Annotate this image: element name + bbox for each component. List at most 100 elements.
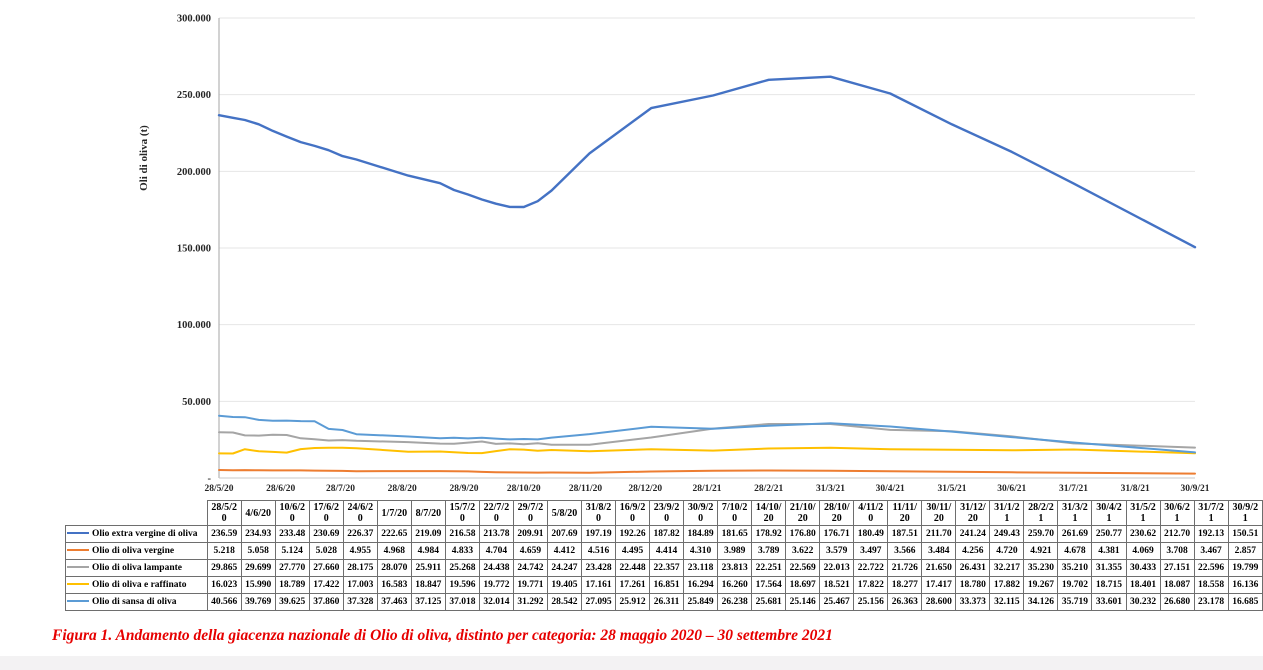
chart-svg: 300.000 250.000 200.000 150.000 100.000 50.00… bbox=[138, 14, 1210, 495]
value-cell: 18.789 bbox=[274, 576, 310, 594]
value-cell: 18.558 bbox=[1193, 576, 1229, 594]
date-header-cell: 7/10/20 bbox=[717, 500, 753, 526]
date-header-cell: 11/11/20 bbox=[887, 500, 923, 526]
value-cell: 37.125 bbox=[410, 593, 446, 611]
value-cell: 18.847 bbox=[410, 576, 446, 594]
value-cell: 207.69 bbox=[546, 525, 583, 543]
series-legend-cell: Olio extra vergine di oliva bbox=[65, 525, 208, 543]
value-cell: 3.467 bbox=[1193, 542, 1229, 560]
value-cell: 5.058 bbox=[240, 542, 276, 560]
value-cell: 27.095 bbox=[580, 593, 617, 611]
value-cell: 236.59 bbox=[206, 525, 242, 543]
table-row: Olio extra vergine di oliva 236.59 234.93 2… bbox=[65, 525, 1263, 543]
y-axis-title: Oli di oliva (t) bbox=[138, 125, 150, 191]
value-cell: 30.232 bbox=[1125, 593, 1161, 611]
value-cell: 29.865 bbox=[206, 559, 242, 577]
series-legend-cell: Olio di oliva lampante bbox=[65, 559, 208, 577]
value-cell: 3.566 bbox=[887, 542, 923, 560]
value-cell: 17.564 bbox=[751, 576, 787, 594]
y-tick-label: 100.000 bbox=[177, 320, 211, 331]
value-cell: 28.542 bbox=[546, 593, 583, 611]
series-line-1 bbox=[217, 75, 1197, 249]
value-cell: 4.414 bbox=[649, 542, 685, 560]
value-cell: 26.431 bbox=[955, 559, 991, 577]
value-cell: 16.583 bbox=[376, 576, 412, 594]
date-header-cell: 4/11/20 bbox=[853, 500, 889, 526]
date-header-cell: 31/12/20 bbox=[955, 500, 991, 526]
value-cell: 16.294 bbox=[683, 576, 719, 594]
value-cell: 192.13 bbox=[1193, 525, 1229, 543]
x-tick-label: 31/7/21 bbox=[1059, 484, 1088, 494]
value-cell: 35.210 bbox=[1057, 559, 1093, 577]
value-cell: 35.719 bbox=[1057, 593, 1093, 611]
value-cell: 219.09 bbox=[410, 525, 446, 543]
series-legend-cell: Olio di oliva vergine bbox=[65, 542, 208, 560]
date-header-cell: 30/11/20 bbox=[921, 500, 957, 526]
value-cell: 4.833 bbox=[444, 542, 480, 560]
value-cell: 33.601 bbox=[1091, 593, 1127, 611]
value-cell: 28.600 bbox=[921, 593, 957, 611]
value-cell: 37.463 bbox=[376, 593, 412, 611]
date-header-cell: 23/9/20 bbox=[649, 500, 685, 526]
value-cell: 18.697 bbox=[785, 576, 821, 594]
value-cell: 32.115 bbox=[989, 593, 1025, 611]
date-header-cell: 5/8/20 bbox=[546, 500, 583, 526]
value-cell: 27.770 bbox=[274, 559, 310, 577]
series-label: Olio extra vergine di oliva bbox=[92, 529, 198, 539]
value-cell: 25.681 bbox=[751, 593, 787, 611]
x-tick-label: 28/8/20 bbox=[388, 484, 417, 494]
value-cell: 213.78 bbox=[478, 525, 514, 543]
value-cell: 4.678 bbox=[1057, 542, 1093, 560]
value-cell: 17.261 bbox=[615, 576, 651, 594]
table-row: Olio di oliva e raffinato 16.023 15.990 18.… bbox=[65, 576, 1263, 594]
value-cell: 18.277 bbox=[887, 576, 923, 594]
value-cell: 40.566 bbox=[206, 593, 242, 611]
value-cell: 19.596 bbox=[444, 576, 480, 594]
value-cell: 31.292 bbox=[512, 593, 548, 611]
value-cell: 17.161 bbox=[580, 576, 617, 594]
value-cell: 17.003 bbox=[342, 576, 378, 594]
date-header-cell: 17/6/20 bbox=[308, 500, 344, 526]
legend-line-swatch bbox=[67, 582, 89, 586]
value-cell: 192.26 bbox=[615, 525, 651, 543]
value-cell: 26.238 bbox=[717, 593, 753, 611]
value-cell: 241.24 bbox=[955, 525, 991, 543]
series-line-3 bbox=[218, 423, 1196, 449]
value-cell: 22.251 bbox=[751, 559, 787, 577]
value-cell: 187.82 bbox=[649, 525, 685, 543]
value-cell: 4.256 bbox=[955, 542, 991, 560]
value-cell: 37.328 bbox=[342, 593, 378, 611]
value-cell: 22.722 bbox=[853, 559, 889, 577]
value-cell: 23.178 bbox=[1193, 593, 1229, 611]
date-header-cell: 1/7/20 bbox=[376, 500, 412, 526]
value-cell: 187.51 bbox=[887, 525, 923, 543]
x-tick-label: 30/6/21 bbox=[997, 484, 1026, 494]
value-cell: 33.373 bbox=[955, 593, 991, 611]
value-cell: 37.860 bbox=[308, 593, 344, 611]
value-cell: 19.799 bbox=[1227, 559, 1263, 577]
value-cell: 212.70 bbox=[1159, 525, 1195, 543]
x-tick-label: 28/6/20 bbox=[266, 484, 295, 494]
value-cell: 222.65 bbox=[376, 525, 412, 543]
value-cell: 16.136 bbox=[1227, 576, 1263, 594]
value-cell: 4.921 bbox=[1023, 542, 1059, 560]
value-cell: 18.087 bbox=[1159, 576, 1195, 594]
x-tick-label: 28/7/20 bbox=[326, 484, 355, 494]
value-cell: 39.769 bbox=[240, 593, 276, 611]
value-cell: 4.704 bbox=[478, 542, 514, 560]
date-header-cell: 4/6/20 bbox=[240, 500, 276, 526]
x-tick-label: 28/12/20 bbox=[628, 484, 662, 494]
date-header-cell: 28/5/20 bbox=[206, 500, 242, 526]
value-cell: 24.742 bbox=[512, 559, 548, 577]
value-cell: 23.813 bbox=[717, 559, 753, 577]
value-cell: 180.49 bbox=[853, 525, 889, 543]
date-header-cell: 30/6/21 bbox=[1159, 500, 1195, 526]
x-tick-label: 31/3/21 bbox=[816, 484, 845, 494]
date-header-cell: 30/9/21 bbox=[1227, 500, 1263, 526]
x-tick-label: 28/5/20 bbox=[204, 484, 233, 494]
value-cell: 4.381 bbox=[1091, 542, 1127, 560]
value-cell: 3.484 bbox=[921, 542, 957, 560]
value-cell: 226.37 bbox=[342, 525, 378, 543]
series-label: Olio di sansa di oliva bbox=[92, 597, 177, 607]
